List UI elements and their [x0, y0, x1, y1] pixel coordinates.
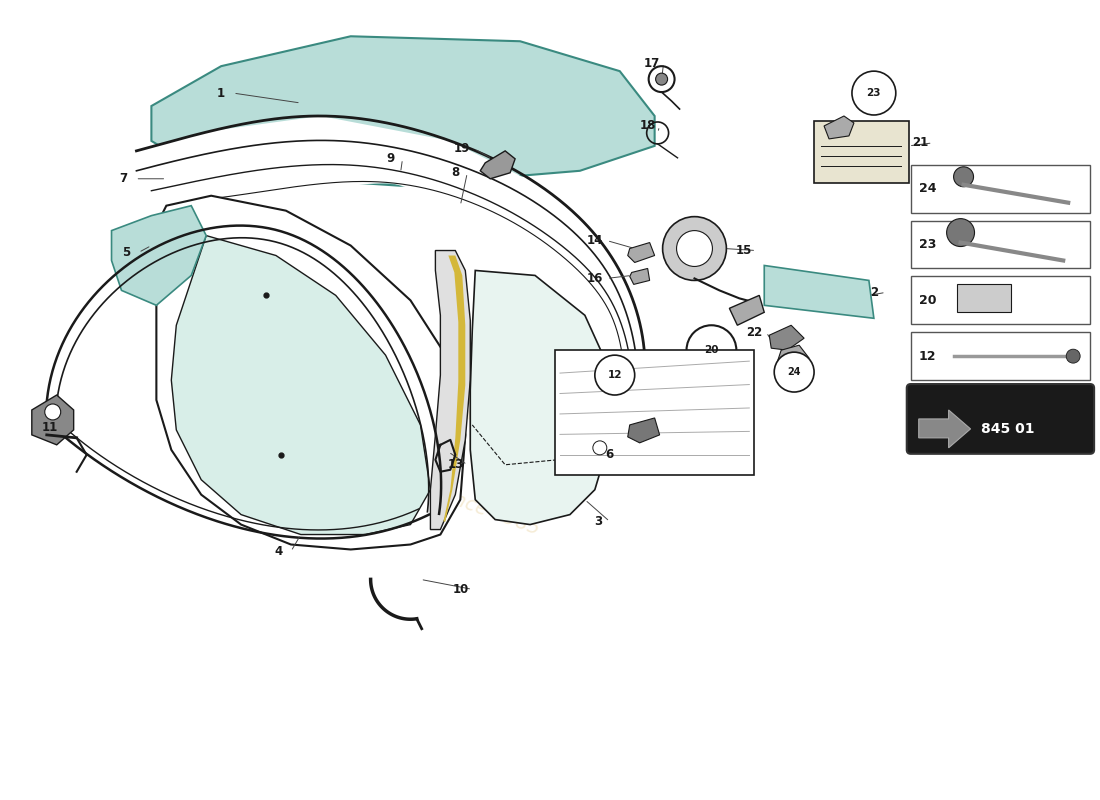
Text: 5: 5 [122, 246, 131, 259]
Polygon shape [628, 418, 660, 443]
Polygon shape [629, 269, 650, 285]
Text: 18: 18 [639, 119, 656, 133]
Polygon shape [111, 206, 206, 306]
Text: 20: 20 [704, 345, 718, 355]
Circle shape [595, 355, 635, 395]
Polygon shape [32, 395, 74, 445]
Circle shape [851, 71, 895, 115]
Text: 24: 24 [788, 367, 801, 377]
Text: 19: 19 [454, 142, 471, 155]
Polygon shape [729, 295, 764, 326]
Text: 23: 23 [918, 238, 936, 251]
FancyBboxPatch shape [906, 384, 1094, 454]
Bar [814, 121, 909, 182]
Polygon shape [918, 410, 970, 448]
Polygon shape [152, 36, 654, 186]
Circle shape [947, 218, 975, 246]
Circle shape [686, 326, 736, 375]
Polygon shape [136, 116, 645, 440]
Text: 6: 6 [606, 448, 614, 462]
Bar [957, 285, 1011, 312]
Circle shape [954, 167, 974, 186]
Text: 12: 12 [918, 350, 936, 362]
Polygon shape [824, 116, 854, 139]
Text: 16: 16 [586, 272, 603, 285]
Circle shape [662, 217, 726, 281]
Text: 24: 24 [918, 182, 936, 195]
Polygon shape [481, 151, 515, 178]
Text: 10: 10 [452, 583, 469, 596]
Text: 8: 8 [451, 166, 460, 179]
Text: 1: 1 [217, 86, 226, 99]
Text: 2: 2 [870, 286, 878, 299]
Text: 21: 21 [913, 136, 928, 150]
Circle shape [676, 230, 713, 266]
Text: 15: 15 [736, 244, 752, 257]
Bar [911, 277, 1090, 324]
Text: 11: 11 [42, 422, 58, 434]
Polygon shape [769, 326, 804, 350]
Polygon shape [471, 270, 609, 525]
Text: 14: 14 [586, 234, 603, 247]
Text: a passion for parts since 1985: a passion for parts since 1985 [258, 421, 542, 539]
Bar [911, 221, 1090, 269]
Text: 20: 20 [918, 294, 936, 307]
Polygon shape [764, 266, 873, 318]
Text: 12: 12 [607, 370, 621, 380]
Bar [556, 350, 755, 474]
Text: 17: 17 [644, 57, 660, 70]
Polygon shape [628, 242, 654, 262]
Text: 23: 23 [867, 88, 881, 98]
Circle shape [774, 352, 814, 392]
Text: 3: 3 [594, 515, 602, 528]
Text: 13: 13 [448, 458, 463, 471]
Text: 4: 4 [275, 545, 283, 558]
Polygon shape [172, 235, 430, 534]
Polygon shape [156, 196, 465, 550]
Polygon shape [430, 250, 471, 530]
Bar [911, 165, 1090, 213]
Text: autoparts: autoparts [210, 274, 630, 486]
Text: 22: 22 [746, 326, 762, 338]
Polygon shape [778, 345, 810, 365]
Polygon shape [443, 255, 465, 522]
Circle shape [45, 404, 60, 420]
Text: 845 01: 845 01 [980, 422, 1034, 436]
Bar [911, 332, 1090, 380]
Circle shape [1066, 349, 1080, 363]
Text: 9: 9 [386, 152, 395, 166]
Text: 7: 7 [120, 172, 128, 186]
Circle shape [593, 441, 607, 455]
Circle shape [656, 73, 668, 85]
